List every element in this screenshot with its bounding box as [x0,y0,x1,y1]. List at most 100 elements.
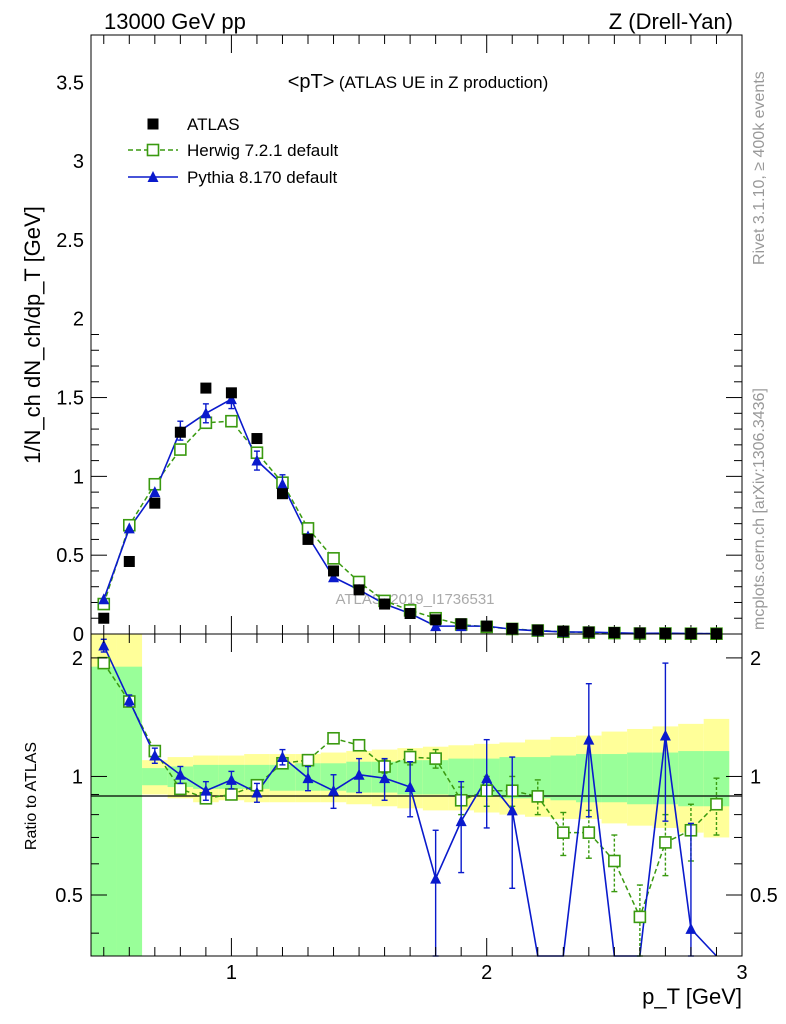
ratio-pythia-point [430,872,442,884]
pythia-point [251,454,263,466]
main-y-tick-label: 1.5 [56,388,84,410]
ratio-pythia-point [328,784,340,796]
ratio-band-inner [91,666,117,956]
atlas-point [251,433,263,445]
ratio-herwig-point [327,731,340,745]
legend-atlas-marker [147,118,159,130]
atlas-point [302,533,314,545]
main-panel: 0 0.5 1 1.5 2 2.5 3 3.5 1/N_ch dN_ch/dp_T [GeV]… [20,34,743,646]
ratio-pythia-point [353,768,365,780]
ratio-band-inner [116,666,143,956]
main-ytick-labels: 0 0.5 1 1.5 2 2.5 3 3.5 [56,72,84,646]
pythia-point [200,407,212,419]
atlas-point [353,584,365,596]
ratio-herwig-point [582,826,596,839]
ratio-pythia-point [225,773,237,785]
ratio-band-inner [142,768,168,786]
ratio-band-inner [678,751,704,807]
ratio-pythia-point [685,922,697,934]
atlas-point [200,382,212,394]
ratio-pythia-point [404,781,416,792]
atlas-point [634,627,646,639]
atlas-point [98,612,110,624]
atlas-point [557,625,569,637]
legend-pythia-marker [147,171,159,182]
ratio-panel: 0.5 0.5 1 1 2 2 1 2 3 Ratio to ATLAS p_T [GeV] [23,633,778,1009]
ratio-y-tick-label-left: 2 [72,648,83,670]
main-y-tick-label: 0.5 [56,545,84,567]
atlas-point [481,620,493,632]
atlas-point [123,555,135,567]
ratio-herwig-point [403,750,417,764]
ratio-tick-labels: 0.5 0.5 1 1 2 2 1 2 3 [55,648,778,984]
herwig-point [225,414,238,428]
herwig-point [174,443,187,456]
main-y-tick-label: 3.5 [56,72,84,94]
ratio-herwig-point [225,788,238,801]
ratio-pythia-point [123,694,135,706]
ratio-y-tick-label-left: 0.5 [55,885,83,907]
ratio-y-tick-label-right: 0.5 [750,885,778,907]
ratio-pythia-point [276,751,288,763]
ratio-band-inner [193,764,219,789]
atlas-point [455,618,467,630]
ratio-herwig-point [556,826,570,839]
ratio-y-tick-label-left: 1 [72,766,83,788]
main-title: <pT> (ATLAS UE in Z production) [288,71,549,93]
ratio-y-tick-label-right: 1 [750,766,761,788]
legend-herwig-marker [146,143,160,157]
pythia-point [430,620,442,632]
ratio-herwig-point [174,782,187,796]
main-y-tick-label: 2 [73,309,84,331]
ratio-pythia-point [379,772,391,784]
main-y-tick-label: 3 [73,151,84,173]
watermark: ATLAS_2019_I1736531 [335,591,494,608]
ratio-herwig-point [659,836,672,849]
atlas-point [506,622,518,634]
atlas-point [608,627,620,639]
ratio-herwig-point [97,656,111,670]
ratio-pythia-point [583,733,595,745]
atlas-point [149,497,161,509]
legend: ATLAS Herwig 7.2.1 default Pythia 8.170 de… [128,115,338,187]
legend-label: Pythia 8.170 default [187,168,338,187]
mcplots-label: mcplots.cern.ch [arXiv:1306.3436] [751,388,768,630]
ratio-herwig-point [608,854,621,868]
ratio-pythia-point [455,815,467,827]
ratio-pythia-point [481,772,493,784]
atlas-point [174,426,186,438]
pythia-point [123,522,135,534]
header-right-label: Z (Drell-Yan) [609,9,733,34]
atlas-point [583,626,595,638]
atlas-point [276,488,288,500]
main-title-sub: (ATLAS UE in Z production) [339,73,548,92]
ratio-pythia-point [302,772,314,784]
atlas-point [532,624,544,636]
main-ylabel: 1/N_ch dN_ch/dp_T [GeV] [20,206,45,464]
main-title-main: <pT> [288,71,335,93]
x-tick-label: 1 [226,962,237,984]
ratio-pythia-point [174,768,186,780]
pythia-point [328,571,340,583]
ratio-herwig-point [301,753,315,767]
pythia-point [276,478,288,490]
x-tick-label: 3 [736,962,747,984]
ratio-pythia-point [200,784,212,796]
atlas-point [430,614,442,626]
main-y-tick-label: 2.5 [56,230,84,252]
pythia-point [98,593,110,605]
ratio-pythia-point [149,749,161,761]
rivet-label: Rivet 3.1.10, ≥ 400k events [751,71,768,265]
ratio-herwig-point [352,738,366,752]
ratio-herwig-point [633,910,647,924]
pythia-point [225,393,237,405]
ratio-herwig-point [531,790,545,803]
x-axis-label: p_T [GeV] [642,984,742,1009]
ratio-ticks [91,634,743,956]
atlas-point [659,627,671,639]
x-tick-label: 2 [481,962,492,984]
ratio-band-inner [601,754,628,803]
atlas-point [404,608,416,620]
ratio-plot-frame [90,633,743,957]
ratio-pythia-point [251,786,263,798]
